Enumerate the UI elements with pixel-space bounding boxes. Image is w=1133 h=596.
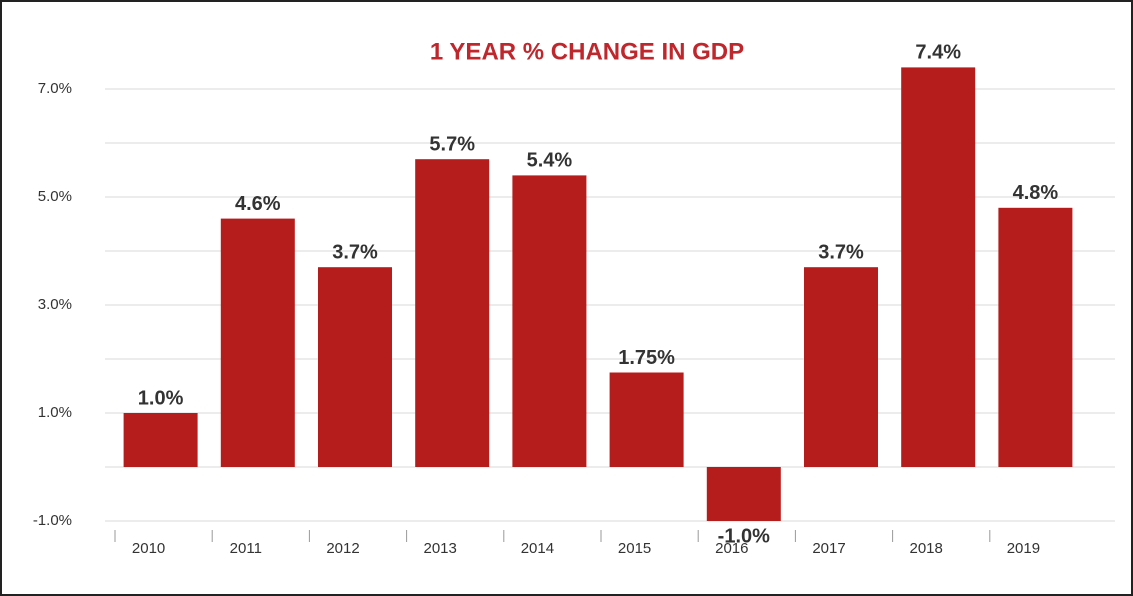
value-label: 1.0%	[138, 387, 184, 409]
y-tick-label: 7.0%	[38, 80, 72, 97]
x-tick-label: 2012	[326, 540, 359, 557]
bar	[901, 67, 976, 468]
y-tick-label: 1.0%	[38, 404, 72, 421]
value-label: 5.4%	[527, 150, 573, 172]
x-tick-label: 2018	[910, 540, 943, 557]
x-tick-label: 2019	[1007, 540, 1040, 557]
bar	[804, 267, 878, 467]
y-tick-label: -1.0%	[33, 512, 72, 529]
value-label: 7.4%	[915, 42, 961, 64]
bar	[998, 207, 1073, 468]
value-label: 1.75%	[618, 347, 675, 369]
bar	[512, 175, 587, 467]
x-tick-label: 2015	[618, 540, 651, 557]
value-label: 3.7%	[332, 241, 378, 263]
bar	[415, 159, 490, 467]
bar	[220, 218, 295, 467]
y-tick-label: 5.0%	[38, 188, 72, 205]
value-label: 4.8%	[1013, 182, 1059, 204]
x-tick-label: 2010	[132, 540, 165, 557]
bar	[706, 467, 781, 521]
bar	[123, 413, 198, 467]
bar	[609, 372, 684, 467]
value-label: -1.0%	[718, 525, 770, 547]
x-tick-label: 2016	[715, 540, 748, 557]
x-tick-label: 2017	[812, 540, 845, 557]
y-tick-label: 3.0%	[38, 296, 72, 313]
value-label: 3.7%	[818, 241, 864, 263]
x-tick-label: 2013	[424, 540, 457, 557]
chart-title: 1 YEAR % CHANGE IN GDP	[430, 38, 744, 65]
x-tick-label: 2014	[521, 540, 554, 557]
value-label: 4.6%	[235, 193, 281, 215]
x-tick-label: 2011	[230, 540, 262, 557]
value-label: 5.7%	[429, 133, 475, 155]
bar	[318, 267, 392, 467]
